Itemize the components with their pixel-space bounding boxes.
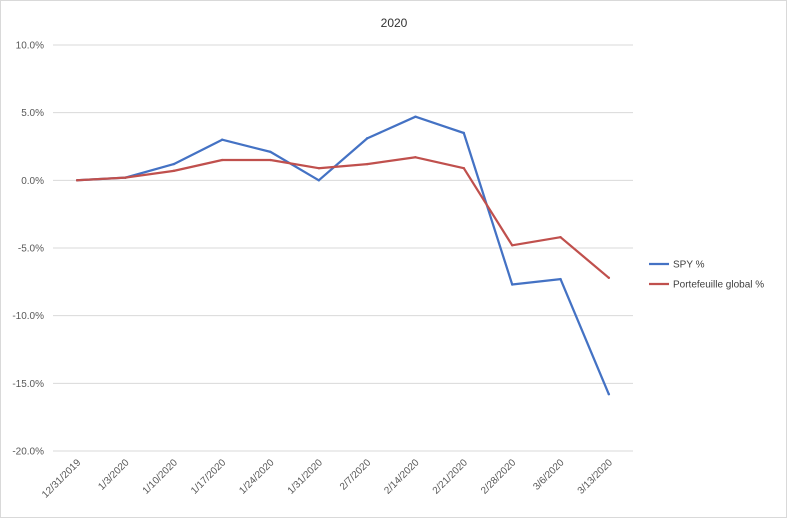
data-point — [365, 162, 369, 166]
data-point — [559, 277, 562, 281]
gridlines — [53, 44, 633, 452]
data-point — [220, 138, 224, 141]
y-tick-label: -5.0% — [18, 244, 44, 255]
y-axis-ticks: 10.0% 5.0% 0.0% -5.0% -10.0% -15.0% -20.0% — [12, 41, 44, 458]
x-tick-label: 1/17/2020 — [189, 457, 229, 497]
x-tick-label: 1/3/2020 — [96, 457, 132, 493]
legend-label: SPY % — [673, 260, 705, 271]
data-point — [317, 166, 321, 170]
data-point — [317, 179, 321, 182]
x-axis-ticks: 12/31/2019 1/3/2020 1/10/2020 1/17/2020 1/24… — [40, 457, 615, 500]
data-point — [462, 166, 466, 170]
data-point — [220, 158, 224, 162]
legend-label: Portefeuille global % — [673, 280, 764, 291]
data-point — [269, 158, 272, 162]
data-point — [172, 162, 176, 166]
x-tick-label: 2/28/2020 — [479, 457, 519, 497]
x-tick-label: 12/31/2019 — [40, 457, 83, 500]
data-point — [75, 179, 79, 182]
legend-item: Portefeuille global % — [649, 280, 764, 291]
chart-title: 2020 — [381, 16, 408, 30]
data-point — [462, 131, 466, 135]
x-tick-label: 1/24/2020 — [237, 457, 277, 497]
x-tick-label: 2/7/2020 — [338, 457, 374, 493]
legend: SPY % Portefeuille global % — [649, 260, 764, 291]
data-point — [414, 115, 417, 118]
y-tick-label: 5.0% — [21, 108, 44, 119]
x-tick-label: 3/6/2020 — [531, 457, 567, 493]
data-point — [414, 156, 417, 159]
data-point — [365, 137, 369, 140]
data-point — [124, 176, 127, 179]
y-tick-label: 10.0% — [16, 41, 44, 52]
y-tick-label: -20.0% — [12, 447, 44, 458]
data-point — [269, 150, 272, 154]
series-lines — [75, 115, 611, 396]
data-point — [559, 235, 562, 239]
data-point — [510, 244, 514, 247]
y-tick-label: 0.0% — [21, 176, 44, 187]
x-tick-label: 3/13/2020 — [576, 457, 616, 497]
data-point — [510, 283, 514, 286]
series-line-0 — [76, 115, 610, 396]
data-point — [172, 169, 176, 173]
x-tick-label: 2/21/2020 — [431, 457, 471, 497]
x-tick-label: 2/14/2020 — [382, 457, 422, 497]
data-point — [607, 392, 611, 396]
y-tick-label: -10.0% — [12, 311, 44, 322]
series-line-1 — [76, 156, 610, 279]
legend-item: SPY % — [649, 260, 705, 271]
y-tick-label: -15.0% — [12, 379, 44, 390]
x-tick-label: 1/31/2020 — [286, 457, 326, 497]
x-tick-label: 1/10/2020 — [141, 457, 181, 497]
data-point — [607, 276, 611, 279]
